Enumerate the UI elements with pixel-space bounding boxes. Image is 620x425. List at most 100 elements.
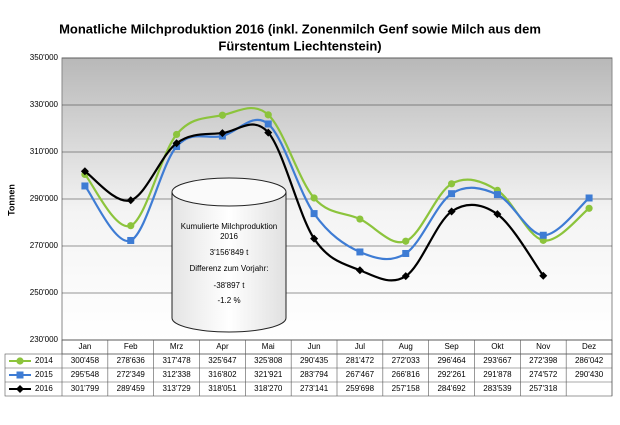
marker — [264, 128, 273, 137]
marker — [81, 182, 89, 190]
marker — [447, 207, 456, 216]
legend-marker — [16, 371, 24, 379]
x-tick-label: Mai — [262, 342, 275, 351]
x-tick-label: Feb — [124, 342, 138, 351]
marker — [127, 222, 135, 230]
table-cell: 278'636 — [117, 356, 146, 365]
marker — [447, 180, 456, 188]
marker — [539, 271, 548, 280]
marker — [310, 194, 318, 202]
chart-title: Fürstentum Liechtenstein) — [218, 38, 381, 53]
x-tick-label: Okt — [491, 342, 504, 351]
table-cell: 325'808 — [254, 356, 283, 365]
y-tick-label: 290'000 — [30, 194, 59, 203]
table-cell: 284'692 — [437, 384, 466, 393]
marker — [493, 210, 502, 219]
x-tick-label: Dez — [582, 342, 596, 351]
table-cell: 312'338 — [162, 370, 191, 379]
x-tick-label: Sep — [444, 342, 459, 351]
table-cell: 283'794 — [300, 370, 329, 379]
y-tick-label: 270'000 — [30, 241, 59, 250]
x-tick-label: Jun — [308, 342, 321, 351]
marker — [585, 204, 593, 212]
marker — [264, 120, 272, 128]
y-tick-label: 250'000 — [30, 288, 59, 297]
x-tick-label: Jan — [78, 342, 91, 351]
table-cell: 290'430 — [575, 370, 604, 379]
table-cell: 318'270 — [254, 384, 283, 393]
x-tick-label: Aug — [399, 342, 413, 351]
table-cell: 286'042 — [575, 356, 604, 365]
legend-marker — [16, 357, 24, 365]
table-cell: 321'921 — [254, 370, 283, 379]
marker — [355, 266, 364, 275]
annotation: Kumulierte Milchproduktion — [181, 222, 278, 231]
annotation: 2016 — [220, 232, 238, 241]
x-tick-label: Apr — [216, 342, 229, 351]
table-cell: 300'458 — [71, 356, 100, 365]
marker — [402, 249, 410, 257]
table-cell: 317'478 — [162, 356, 191, 365]
marker — [539, 231, 547, 239]
annotation: 3'156'849 t — [210, 248, 249, 257]
table-cell: 292'261 — [437, 370, 466, 379]
cylinder — [171, 177, 287, 333]
marker — [264, 111, 272, 119]
annotation: Differenz zum Vorjahr: — [190, 264, 269, 273]
series-line — [84, 118, 590, 261]
legend-label: 2015 — [35, 370, 53, 379]
legend-marker — [16, 385, 24, 393]
table-cell: 296'464 — [437, 356, 466, 365]
marker — [127, 236, 135, 244]
marker — [356, 215, 364, 223]
y-tick-label: 350'000 — [30, 53, 59, 62]
marker — [80, 167, 89, 176]
table-cell: 290'435 — [300, 356, 329, 365]
table-cell: 267'467 — [346, 370, 375, 379]
marker — [356, 248, 364, 256]
legend-label: 2016 — [35, 384, 53, 393]
table-cell: 281'472 — [346, 356, 375, 365]
marker — [585, 194, 593, 202]
y-tick-label: 230'000 — [30, 335, 59, 344]
y-tick-label: 330'000 — [30, 100, 59, 109]
chart-title: Monatliche Milchproduktion 2016 (inkl. Z… — [59, 21, 541, 36]
table-cell: 274'572 — [529, 370, 558, 379]
marker — [172, 139, 181, 148]
annotation: -38'897 t — [214, 281, 246, 290]
table-cell: 257'318 — [529, 384, 558, 393]
y-tick-label: 310'000 — [30, 147, 59, 156]
x-tick-label: Nov — [536, 342, 550, 351]
table-cell: 266'816 — [392, 370, 421, 379]
marker — [172, 130, 181, 139]
table-cell: 273'141 — [300, 384, 329, 393]
table-cell: 289'459 — [117, 384, 146, 393]
marker — [493, 191, 501, 199]
marker — [310, 234, 319, 243]
table-cell: 257'158 — [392, 384, 421, 393]
table-cell: 316'802 — [208, 370, 237, 379]
annotation: -1.2 % — [217, 296, 240, 305]
x-tick-label: Mrz — [170, 342, 183, 351]
marker — [402, 237, 410, 245]
marker — [401, 272, 410, 281]
marker — [218, 111, 227, 119]
table-cell: 272'349 — [117, 370, 146, 379]
table-cell: 318'051 — [208, 384, 237, 393]
table-cell: 293'667 — [483, 356, 512, 365]
table-cell: 283'539 — [483, 384, 512, 393]
table-cell: 259'698 — [346, 384, 375, 393]
marker — [448, 190, 456, 198]
table-cell: 301'799 — [71, 384, 100, 393]
y-axis-label: Tonnen — [6, 184, 16, 216]
table-cell: 272'033 — [392, 356, 421, 365]
marker — [310, 210, 318, 218]
table-cell: 295'548 — [71, 370, 100, 379]
legend-label: 2014 — [35, 356, 53, 365]
table-cell: 272'398 — [529, 356, 558, 365]
table-cell: 291'878 — [483, 370, 512, 379]
table-cell: 325'647 — [208, 356, 237, 365]
marker — [218, 129, 227, 138]
marker — [126, 196, 135, 205]
